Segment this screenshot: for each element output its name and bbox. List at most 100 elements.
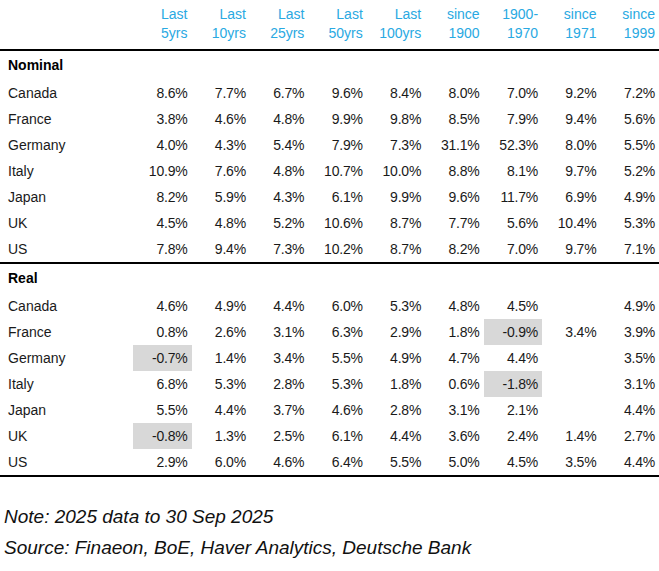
value-cell: 3.7% xyxy=(250,397,308,423)
table-header: Last 5yrs Last 10yrs Last 25yrs Last 50y… xyxy=(0,5,659,50)
value-cell: 5.5% xyxy=(133,397,191,423)
column-header-since-1971: since 1971 xyxy=(542,5,600,50)
header-corner-empty xyxy=(0,5,133,50)
value-cell: 4.9% xyxy=(600,293,659,319)
row-label-canada: Canada xyxy=(0,293,133,319)
column-header-last-25yrs: Last 25yrs xyxy=(250,5,308,50)
value-cell: 4.4% xyxy=(250,293,308,319)
row-label-uk: UK xyxy=(0,423,133,449)
table-footer: Note: 2025 data to 30 Sep 2025 Source: F… xyxy=(4,503,659,561)
equity-returns-table-page: Last 5yrs Last 10yrs Last 25yrs Last 50y… xyxy=(0,5,659,571)
value-cell: 2.8% xyxy=(367,397,425,423)
value-cell: 5.2% xyxy=(600,158,659,184)
value-cell: 4.5% xyxy=(484,449,542,476)
value-cell: 1.4% xyxy=(192,345,250,371)
value-cell: 9.6% xyxy=(308,80,366,106)
value-cell: 5.6% xyxy=(484,210,542,236)
row-label-germany: Germany xyxy=(0,132,133,158)
column-header-line1: since xyxy=(600,5,655,24)
row-label-france: France xyxy=(0,106,133,132)
value-cell: 6.9% xyxy=(542,184,600,210)
column-header-line2: 1900 xyxy=(425,24,479,43)
value-cell: 7.3% xyxy=(250,236,308,263)
row-label-canada: Canada xyxy=(0,80,133,106)
value-cell: 8.0% xyxy=(542,132,600,158)
table-row-us: US7.8%9.4%7.3%10.2%8.7%8.2%7.0%9.7%7.1% xyxy=(0,236,659,263)
column-header-line1: Last xyxy=(133,5,187,24)
value-cell: 8.2% xyxy=(133,184,191,210)
value-cell: 3.1% xyxy=(250,319,308,345)
value-cell: 4.9% xyxy=(367,345,425,371)
value-cell: 9.4% xyxy=(192,236,250,263)
table-row-uk: UK-0.8%1.3%2.5%6.1%4.4%3.6%2.4%1.4%2.7% xyxy=(0,423,659,449)
value-cell: 8.7% xyxy=(367,236,425,263)
row-label-italy: Italy xyxy=(0,158,133,184)
value-cell: 10.7% xyxy=(308,158,366,184)
value-cell: 4.4% xyxy=(192,397,250,423)
value-cell: 31.1% xyxy=(425,132,483,158)
table-row-japan: Japan8.2%5.9%4.3%6.1%9.9%9.6%11.7%6.9%4.… xyxy=(0,184,659,210)
value-cell: 3.5% xyxy=(542,449,600,476)
value-cell-highlighted: -0.9% xyxy=(484,319,542,345)
source-text: Source: Finaeon, BoE, Haver Analytics, D… xyxy=(4,534,659,561)
value-cell: 4.6% xyxy=(250,449,308,476)
value-cell: 4.9% xyxy=(192,293,250,319)
value-cell: 11.7% xyxy=(484,184,542,210)
value-cell: 9.2% xyxy=(542,80,600,106)
value-cell: 4.3% xyxy=(250,184,308,210)
value-cell: 1.8% xyxy=(425,319,483,345)
value-cell: 7.6% xyxy=(192,158,250,184)
value-cell: 7.1% xyxy=(600,236,659,263)
value-cell: 5.5% xyxy=(367,449,425,476)
value-cell: 6.0% xyxy=(308,293,366,319)
value-cell: 7.3% xyxy=(367,132,425,158)
value-cell: 4.8% xyxy=(250,158,308,184)
column-header-line1: Last xyxy=(308,5,362,24)
value-cell: 9.4% xyxy=(542,106,600,132)
value-cell: 4.5% xyxy=(133,210,191,236)
value-cell: 2.9% xyxy=(367,319,425,345)
value-cell: 10.9% xyxy=(133,158,191,184)
value-cell: 5.6% xyxy=(600,106,659,132)
value-cell-highlighted: -1.8% xyxy=(484,371,542,397)
column-header-line2: 50yrs xyxy=(308,24,362,43)
column-header-last-10yrs: Last 10yrs xyxy=(192,5,250,50)
column-header-last-100yrs: Last 100yrs xyxy=(367,5,425,50)
value-cell: 7.0% xyxy=(484,236,542,263)
value-cell: 9.7% xyxy=(542,236,600,263)
value-cell: 4.6% xyxy=(308,397,366,423)
table-row-germany: Germany4.0%4.3%5.4%7.9%7.3%31.1%52.3%8.0… xyxy=(0,132,659,158)
value-cell: 0.6% xyxy=(425,371,483,397)
value-cell: 4.5% xyxy=(484,293,542,319)
section-header-nominal: Nominal xyxy=(0,50,659,80)
value-cell: 10.6% xyxy=(308,210,366,236)
value-cell: 9.9% xyxy=(308,106,366,132)
value-cell: 3.6% xyxy=(425,423,483,449)
value-cell: 4.0% xyxy=(133,132,191,158)
value-cell: 8.4% xyxy=(367,80,425,106)
value-cell: 5.5% xyxy=(308,345,366,371)
value-cell: 7.9% xyxy=(484,106,542,132)
column-header-since-1900: since 1900 xyxy=(425,5,483,50)
value-cell: 5.3% xyxy=(192,371,250,397)
row-label-germany: Germany xyxy=(0,345,133,371)
column-header-line2: 100yrs xyxy=(367,24,421,43)
value-cell: 4.9% xyxy=(600,184,659,210)
value-cell xyxy=(542,293,600,319)
value-cell: 1.8% xyxy=(367,371,425,397)
value-cell: 5.3% xyxy=(308,371,366,397)
value-cell: 4.8% xyxy=(425,293,483,319)
row-label-france: France xyxy=(0,319,133,345)
value-cell: 2.1% xyxy=(484,397,542,423)
value-cell: 9.8% xyxy=(367,106,425,132)
value-cell: 2.5% xyxy=(250,423,308,449)
value-cell: 7.7% xyxy=(425,210,483,236)
column-header-line2: 25yrs xyxy=(250,24,304,43)
table-row-us: US2.9%6.0%4.6%6.4%5.5%5.0%4.5%3.5%4.4% xyxy=(0,449,659,476)
value-cell: 5.3% xyxy=(600,210,659,236)
row-label-japan: Japan xyxy=(0,184,133,210)
row-label-us: US xyxy=(0,449,133,476)
column-header-line2: 5yrs xyxy=(133,24,187,43)
value-cell: 5.4% xyxy=(250,132,308,158)
value-cell: 2.6% xyxy=(192,319,250,345)
